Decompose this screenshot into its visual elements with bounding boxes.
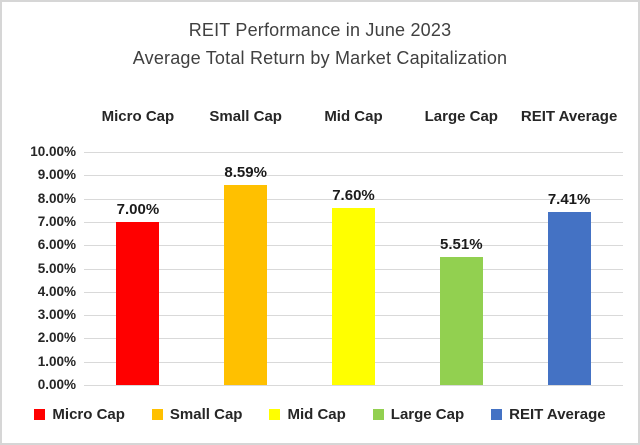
y-tick-label: 4.00% — [37, 284, 76, 299]
gridline — [84, 199, 623, 200]
legend-label: REIT Average — [509, 406, 606, 423]
category-axis: Micro Cap Small Cap Mid Cap Large Cap REIT A… — [84, 108, 623, 125]
legend: Micro Cap Small Cap Mid Cap Large Cap REIT A… — [2, 406, 638, 423]
y-tick-label: 7.00% — [37, 214, 76, 229]
legend-item-micro-cap: Micro Cap — [34, 406, 125, 423]
category-label-micro-cap: Micro Cap — [101, 108, 175, 125]
data-label-micro-cap: 7.00% — [116, 200, 160, 218]
legend-swatch-icon — [151, 409, 163, 420]
data-label-small-cap: 8.59% — [224, 163, 267, 181]
bar-slot-micro-cap: 7.00% — [84, 152, 192, 385]
legend-label: Micro Cap — [52, 406, 125, 423]
chart-title-block: REIT Performance in June 2023 Average To… — [2, 16, 638, 72]
y-tick-label: 1.00% — [37, 354, 76, 369]
bar-large-cap — [439, 256, 483, 385]
bar-slot-small-cap: 8.59% — [192, 152, 300, 385]
legend-swatch-icon — [491, 409, 503, 420]
y-tick-label: 3.00% — [37, 307, 76, 322]
chart-title: REIT Performance in June 2023 — [188, 20, 452, 40]
legend-swatch-icon — [269, 409, 281, 420]
plot-area: 7.00% 8.59% 7.60% 5.51% 7.41% — [84, 152, 623, 386]
legend-swatch-icon — [372, 409, 384, 420]
chart-subtitle: Average Total Return by Market Capitaliz… — [132, 48, 508, 68]
category-label-small-cap: Small Cap — [209, 108, 282, 125]
bar-slot-reit-average: 7.41% — [515, 152, 623, 385]
bar-mid-cap — [331, 207, 375, 385]
bar-series: 7.00% 8.59% 7.60% 5.51% 7.41% — [84, 152, 623, 385]
bar-small-cap — [224, 184, 268, 385]
y-tick-label: 6.00% — [37, 237, 76, 252]
bar-slot-large-cap: 5.51% — [407, 152, 515, 385]
legend-item-mid-cap: Mid Cap — [269, 406, 346, 423]
category-label-mid-cap: Mid Cap — [324, 108, 383, 125]
data-label-reit-average: 7.41% — [547, 191, 591, 209]
y-tick-label: 2.00% — [37, 330, 76, 345]
gridline — [84, 385, 623, 386]
bar-slot-mid-cap: 7.60% — [300, 152, 408, 385]
legend-label: Small Cap — [169, 406, 243, 423]
y-tick-label: 8.00% — [37, 191, 76, 206]
legend-item-reit-average: REIT Average — [491, 406, 606, 423]
category-label-large-cap: Large Cap — [424, 108, 498, 125]
legend-item-small-cap: Small Cap — [151, 406, 243, 423]
legend-swatch-icon — [34, 409, 46, 420]
legend-item-large-cap: Large Cap — [372, 406, 465, 423]
data-label-large-cap: 5.51% — [440, 235, 483, 253]
bar-micro-cap — [116, 221, 160, 385]
y-tick-label: 10.00% — [30, 144, 76, 159]
category-label-reit-average: REIT Average — [520, 108, 618, 125]
y-tick-label: 0.00% — [37, 377, 76, 392]
legend-label: Large Cap — [390, 406, 465, 423]
y-tick-label: 5.00% — [37, 261, 76, 276]
data-label-mid-cap: 7.60% — [332, 186, 375, 204]
y-tick-label: 9.00% — [37, 167, 76, 182]
bar-reit-average — [547, 212, 591, 385]
legend-label: Mid Cap — [287, 406, 346, 423]
gridline — [84, 152, 623, 153]
gridline — [84, 175, 623, 176]
